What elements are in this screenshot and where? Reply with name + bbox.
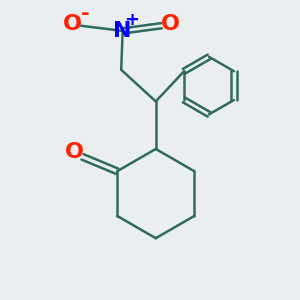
Text: O: O	[161, 14, 180, 34]
Text: O: O	[63, 14, 82, 34]
Text: N: N	[113, 21, 132, 41]
Text: O: O	[65, 142, 84, 162]
Text: -: -	[81, 4, 89, 24]
Text: +: +	[124, 11, 140, 29]
